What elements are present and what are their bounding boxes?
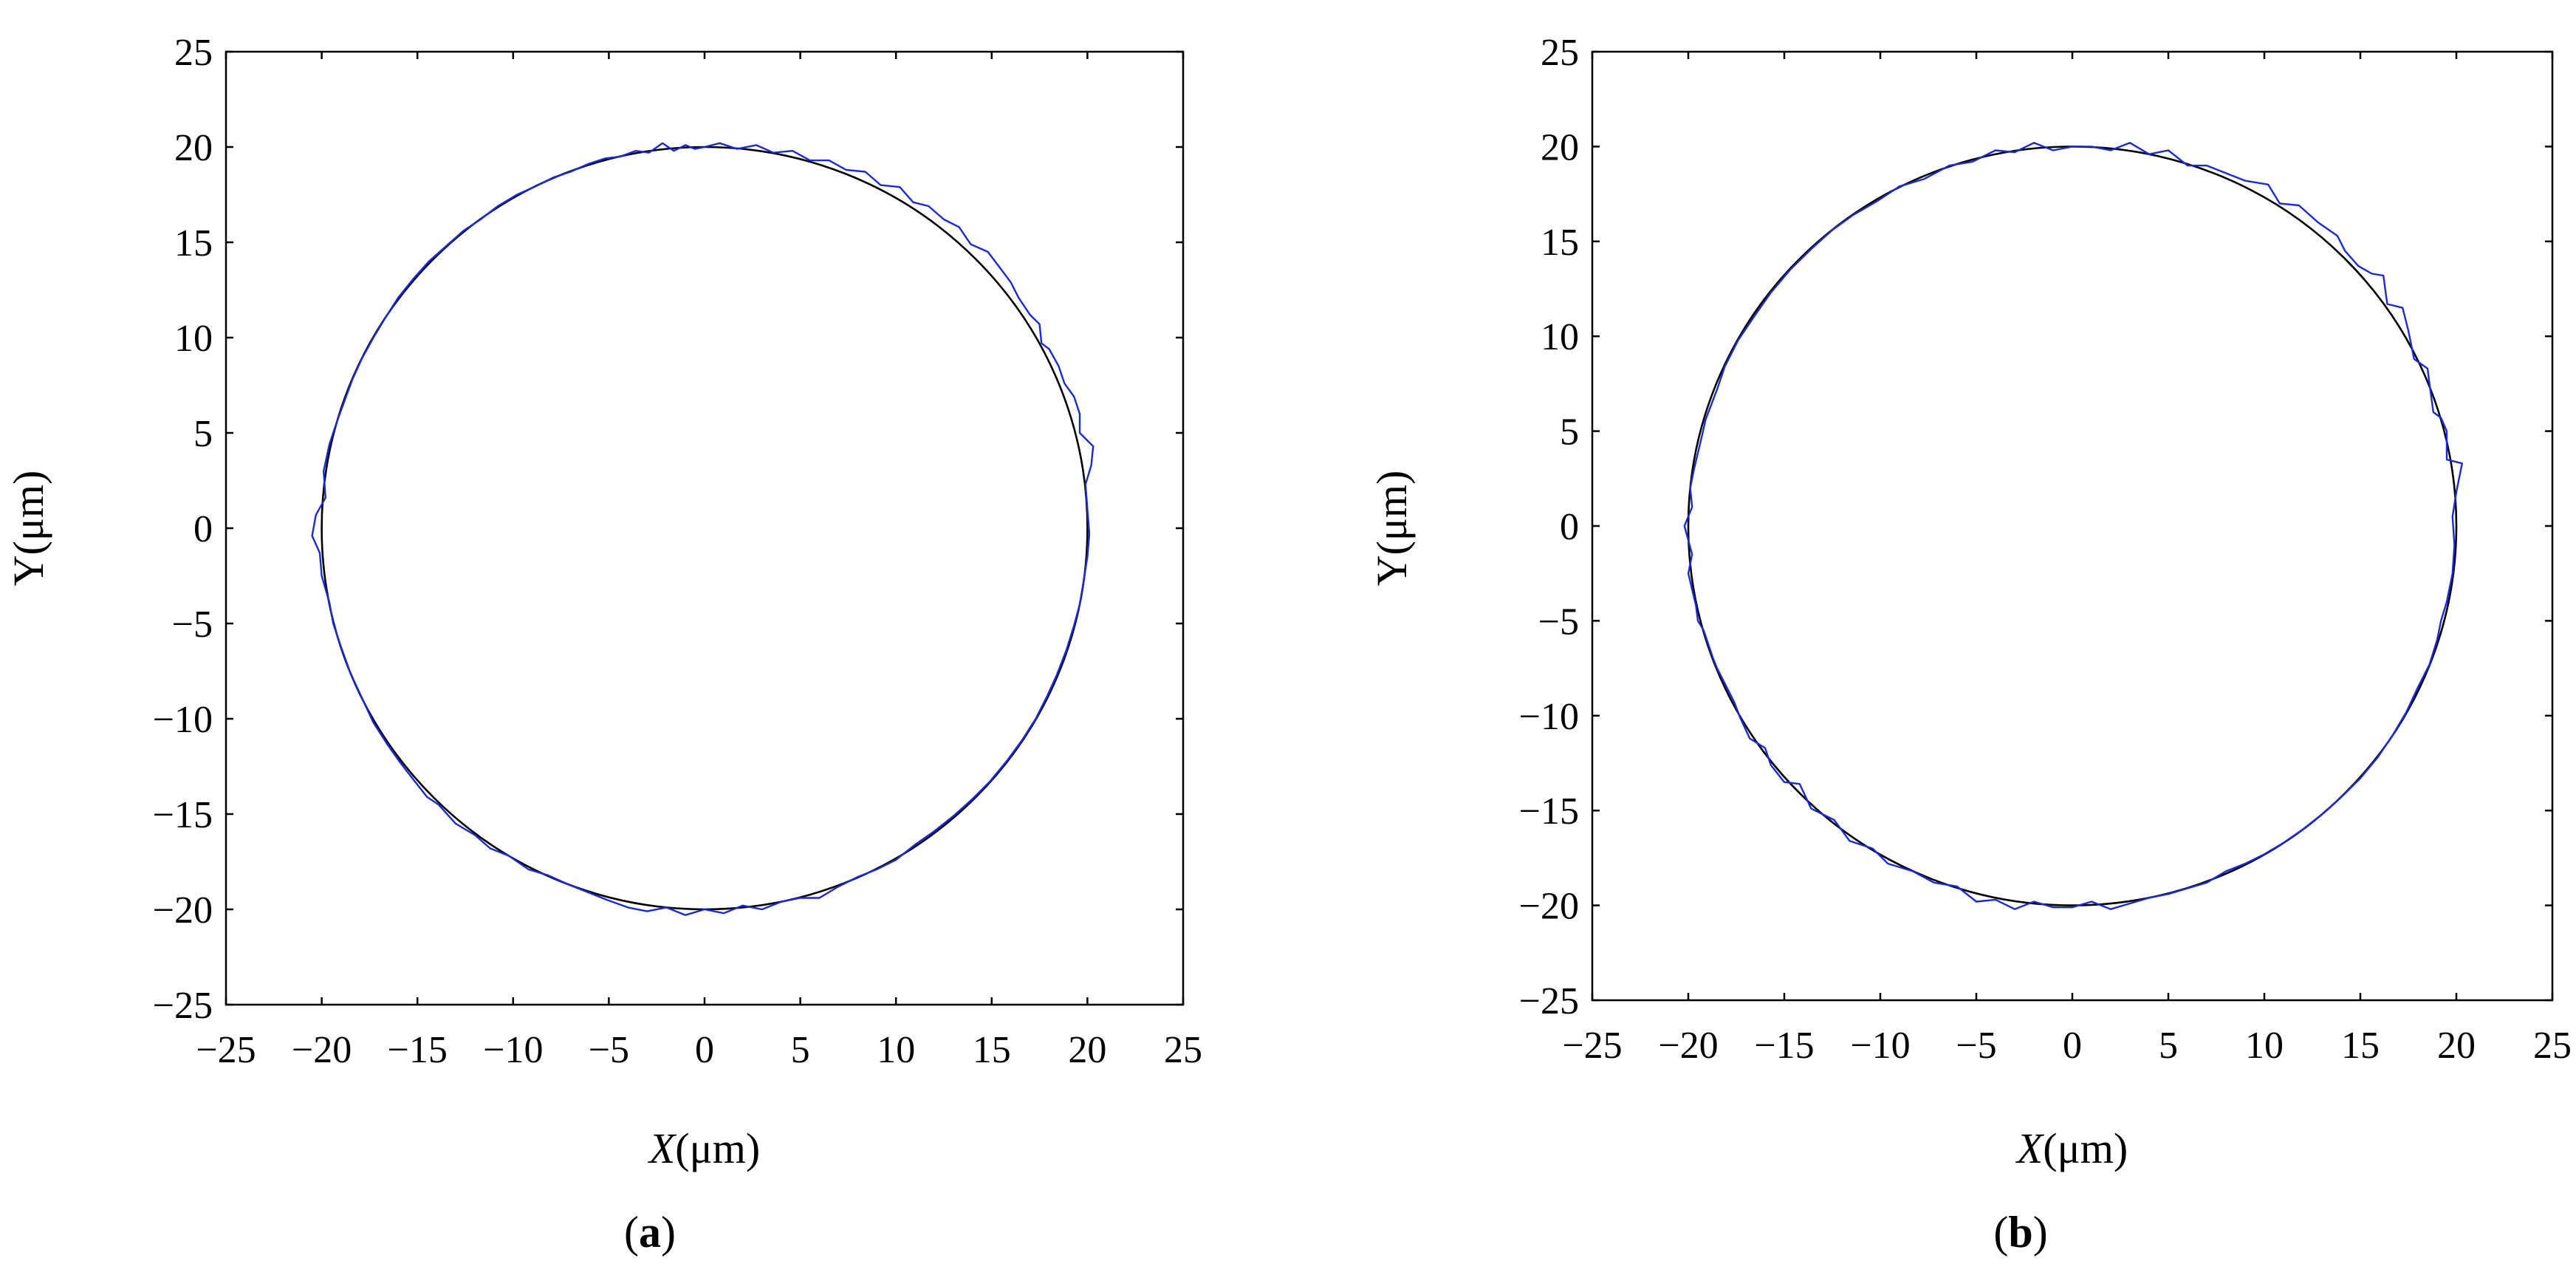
y-tick-label: 25 (174, 32, 213, 74)
y-tick-label: 0 (1560, 506, 1579, 548)
y-tick-label: 15 (174, 222, 213, 264)
measured-trajectory-line (1683, 142, 2463, 910)
x-tick-label: 20 (1068, 1029, 1106, 1071)
y-tick-label: −15 (153, 794, 213, 836)
x-tick-label: −15 (388, 1029, 448, 1071)
x-tick-label: −10 (1850, 1025, 1910, 1067)
x-tick-label: 0 (695, 1029, 714, 1071)
x-tick-label: 20 (2437, 1025, 2476, 1067)
x-tick-label: 15 (973, 1029, 1011, 1071)
x-axis-label: X(μm) (648, 1124, 760, 1172)
y-tick-label: 20 (174, 127, 213, 169)
y-tick-label: −25 (1519, 980, 1579, 1022)
x-axis-label: X(μm) (2015, 1124, 2128, 1172)
panel-caption: (b) (1993, 1208, 2047, 1257)
x-tick-label: −10 (483, 1029, 543, 1071)
x-tick-label: 5 (2159, 1025, 2178, 1067)
plot-frame (225, 50, 1185, 1006)
plot-area (1683, 142, 2463, 910)
y-tick-label: 10 (1541, 316, 1579, 358)
y-tick-label: 5 (1560, 411, 1579, 454)
y-tick-label: −10 (153, 699, 213, 741)
plot-frame (1591, 50, 2554, 1002)
plot-area (311, 142, 1095, 916)
x-tick-label: −20 (1658, 1025, 1718, 1067)
measured-trajectory-line (311, 142, 1095, 916)
x-tick-label: −5 (1956, 1025, 1996, 1067)
y-tick-label: 10 (174, 318, 213, 360)
y-tick-label: −20 (1519, 886, 1579, 928)
y-tick-label: 15 (1541, 222, 1579, 264)
x-tick-label: −5 (589, 1029, 629, 1071)
x-tick-label: 5 (791, 1029, 810, 1071)
x-tick-label: −25 (1562, 1025, 1622, 1067)
y-tick-label: 0 (193, 508, 213, 550)
y-tick-label: −10 (1519, 696, 1579, 738)
chart-panel-b: −25 −20 −15 −10 −5 0 5 10 15 20 252520151050−5−10−… (1368, 32, 2572, 1257)
y-tick-label: 20 (1541, 126, 1579, 168)
x-tick-label: −20 (292, 1029, 352, 1071)
y-tick-label: −15 (1519, 790, 1579, 833)
y-axis-label: Y(μm) (1368, 471, 1416, 587)
y-tick-label: 5 (193, 413, 213, 455)
panel-caption: (a) (624, 1208, 676, 1257)
x-tick-label: −25 (196, 1029, 256, 1071)
x-tick-label: 10 (2245, 1025, 2284, 1067)
x-tick-label: 25 (1164, 1029, 1202, 1071)
chart-panel-a: −25 −20 −15 −10 −5 0 5 10 15 20 252520151050−5−10−… (4, 32, 1202, 1257)
y-axis-label: Y(μm) (4, 471, 52, 587)
reference-circle (321, 146, 1089, 911)
y-tick-label: −5 (1538, 601, 1579, 643)
x-tick-label: 0 (2063, 1025, 2082, 1067)
x-tick-label: 25 (2533, 1025, 2572, 1067)
y-tick-label: 25 (1541, 32, 1579, 74)
y-tick-label: −5 (172, 604, 213, 646)
y-tick-label: −25 (153, 985, 213, 1027)
x-tick-label: 10 (877, 1029, 915, 1071)
x-tick-label: −15 (1754, 1025, 1814, 1067)
x-tick-label: 15 (2341, 1025, 2380, 1067)
y-tick-label: −20 (153, 889, 213, 932)
